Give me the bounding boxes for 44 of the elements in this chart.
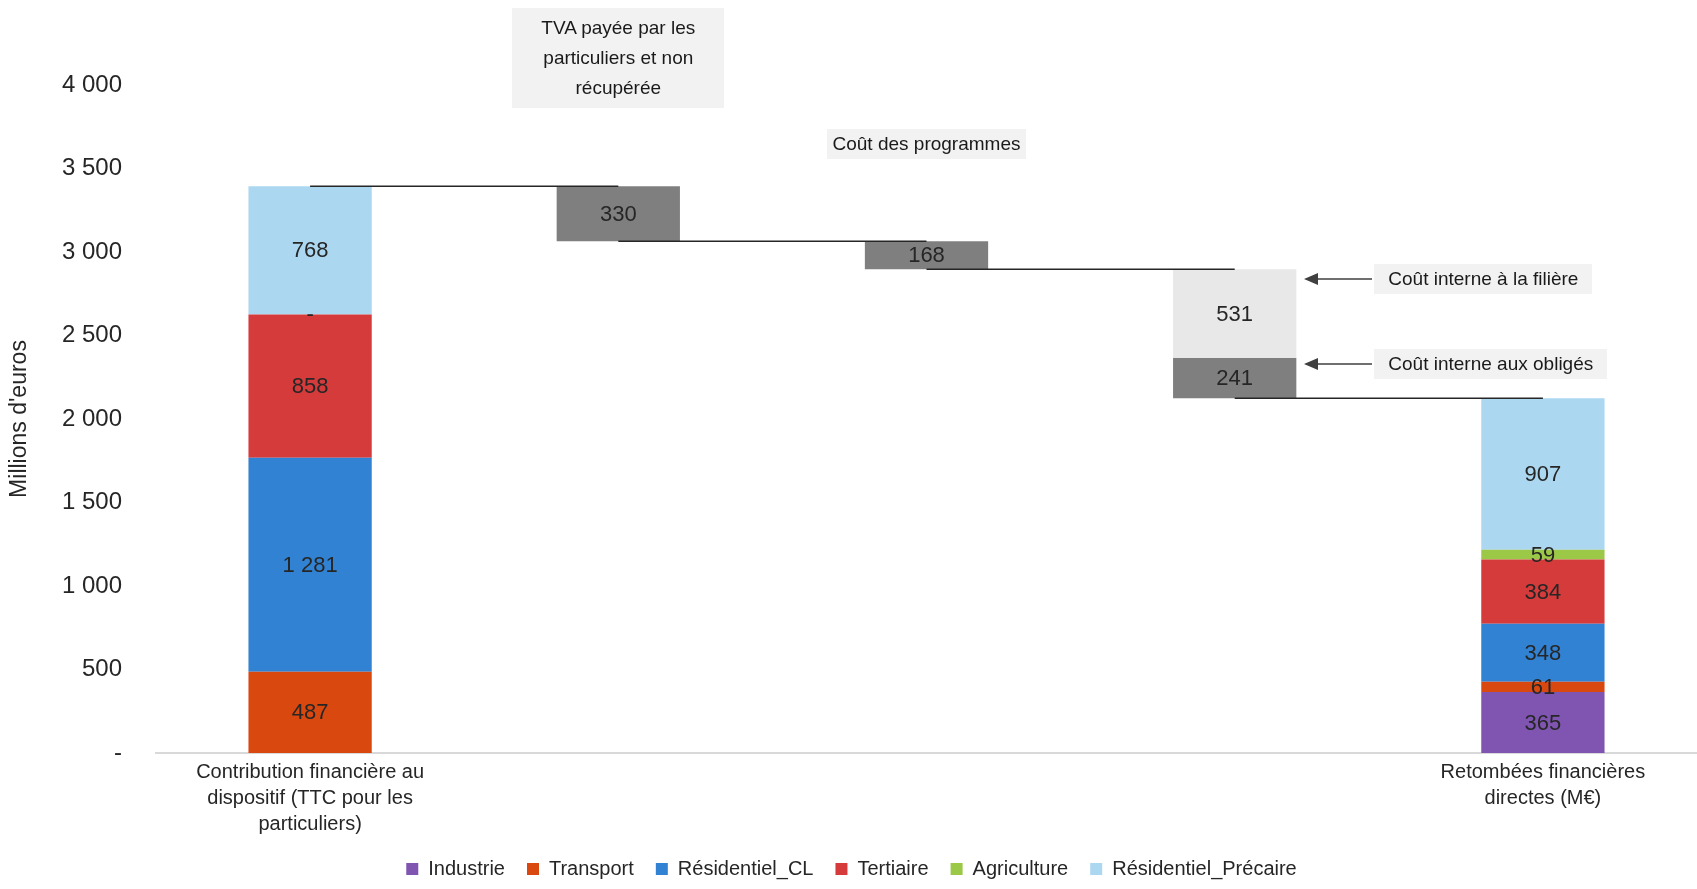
- data-label: 348: [1524, 639, 1562, 665]
- data-label: 365: [1524, 709, 1562, 735]
- annotation: Coût interne à la filière: [1374, 264, 1593, 294]
- legend-label: Transport: [548, 856, 635, 879]
- bar: [556, 186, 680, 242]
- y-axis-title: Millions d'euros: [5, 340, 32, 498]
- data-label: 858: [291, 373, 329, 399]
- bar: [248, 457, 372, 672]
- bar: [1481, 549, 1605, 560]
- y-tick-label: 3 000: [61, 236, 122, 264]
- bar: [248, 671, 372, 753]
- data-label: 487: [291, 699, 329, 725]
- data-label: 531: [1216, 300, 1254, 326]
- annotation: -: [306, 301, 314, 327]
- x-tick-label: Contribution financière au dispositif (TTC pour les particuliers): [196, 759, 425, 834]
- legend-label: Agriculture: [972, 856, 1069, 879]
- bar: [1481, 692, 1605, 753]
- legend-label: Industrie: [428, 856, 505, 879]
- data-label: 907: [1524, 461, 1562, 487]
- legend-label: Résidentiel_CL: [677, 856, 814, 880]
- bar: [248, 186, 372, 315]
- annotation: Coût interne aux obligés: [1374, 349, 1608, 379]
- y-tick-label: 1 000: [61, 570, 122, 598]
- legend-label: Tertiaire: [857, 856, 929, 879]
- y-tick-label: 3 500: [61, 153, 122, 181]
- data-label: 384: [1524, 578, 1562, 604]
- legend-label: Résidentiel_Précaire: [1112, 856, 1297, 880]
- y-tick-label: 2 000: [61, 403, 122, 431]
- bar: [1481, 681, 1605, 693]
- y-tick-label: -: [114, 737, 122, 765]
- y-tick-label: 500: [81, 654, 122, 682]
- data-label: 1 281: [282, 551, 338, 577]
- x-tick-label: Retombées financières directes (M€): [1440, 759, 1646, 808]
- annotation: Coût des programmes: [826, 129, 1027, 159]
- data-label: 241: [1216, 365, 1254, 391]
- y-tick-label: 4 000: [61, 69, 122, 97]
- y-tick-label: 1 500: [61, 487, 122, 515]
- y-tick-label: 2 500: [61, 320, 122, 348]
- bar: [248, 314, 372, 458]
- data-label: 768: [291, 237, 329, 263]
- data-label: 330: [599, 200, 637, 226]
- data-label: 168: [908, 242, 945, 268]
- bar: [1173, 358, 1297, 399]
- annotation: TVA payée par les particuliers et non récupérée: [512, 8, 725, 108]
